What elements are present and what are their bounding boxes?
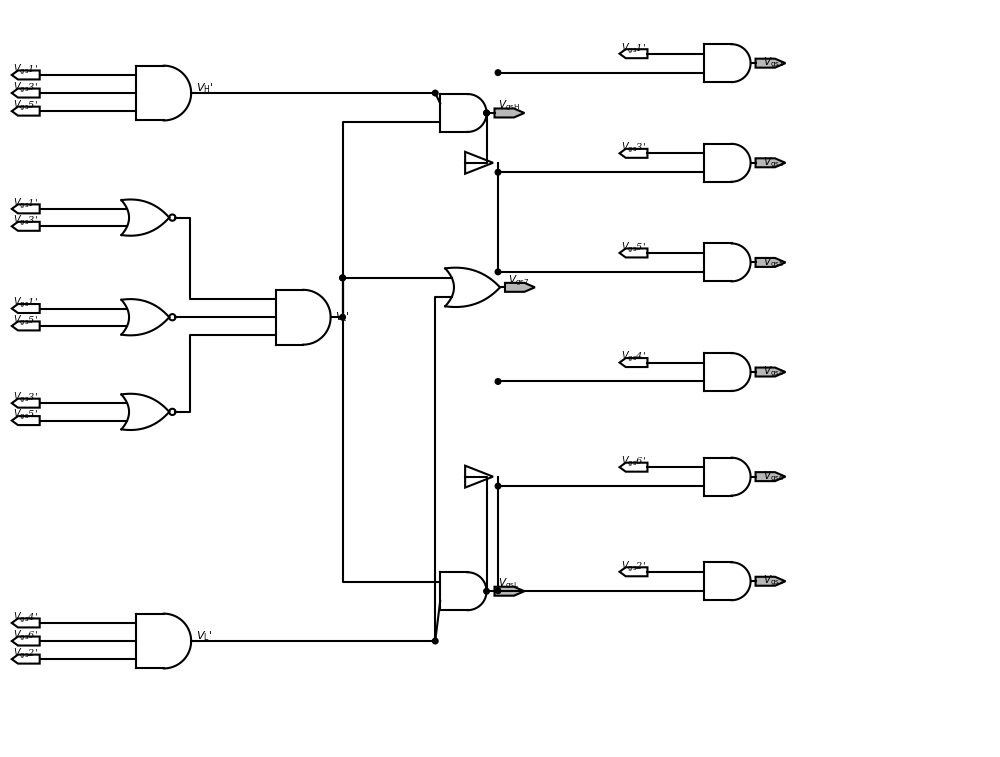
Polygon shape	[12, 107, 40, 116]
Circle shape	[340, 314, 345, 320]
Polygon shape	[620, 463, 647, 472]
Polygon shape	[12, 655, 40, 664]
Polygon shape	[136, 66, 191, 120]
Polygon shape	[704, 458, 751, 496]
Circle shape	[495, 170, 501, 175]
Text: $V_{\rm H}$': $V_{\rm H}$'	[196, 81, 214, 95]
Text: $V_{\rm gsH}$: $V_{\rm gsH}$	[498, 99, 520, 114]
Polygon shape	[12, 204, 40, 213]
Polygon shape	[620, 567, 647, 576]
Polygon shape	[12, 416, 40, 425]
Polygon shape	[440, 572, 487, 610]
Circle shape	[495, 588, 501, 593]
Circle shape	[340, 275, 345, 281]
Polygon shape	[12, 618, 40, 628]
Text: $V_{\rm gs}$4': $V_{\rm gs}$4'	[13, 610, 38, 625]
Text: $V_{\rm gs5}$: $V_{\rm gs5}$	[763, 255, 784, 269]
Polygon shape	[756, 158, 785, 167]
Text: $V_{\rm L}$': $V_{\rm L}$'	[196, 629, 212, 643]
Polygon shape	[704, 353, 751, 391]
Circle shape	[484, 111, 489, 116]
Circle shape	[340, 275, 345, 281]
Polygon shape	[505, 283, 535, 291]
Polygon shape	[704, 562, 751, 600]
Circle shape	[432, 638, 438, 643]
Polygon shape	[704, 244, 751, 282]
Text: $V_{\rm gs}$3': $V_{\rm gs}$3'	[13, 80, 38, 95]
Polygon shape	[12, 399, 40, 407]
Polygon shape	[704, 144, 751, 182]
Polygon shape	[121, 200, 169, 235]
Text: $V_{\rm gs}$5': $V_{\rm gs}$5'	[621, 241, 645, 255]
Text: $V_{\rm gs6}$: $V_{\rm gs6}$	[763, 469, 785, 484]
Text: $V_{\rm gs}$2': $V_{\rm gs}$2'	[621, 559, 645, 574]
Text: $V_{\rm gs}$3': $V_{\rm gs}$3'	[13, 391, 38, 405]
Polygon shape	[465, 152, 493, 174]
Text: $V_{\rm gs}$6': $V_{\rm gs}$6'	[621, 455, 645, 469]
Text: $V_{\rm gs}$4': $V_{\rm gs}$4'	[621, 350, 645, 364]
Polygon shape	[465, 466, 493, 488]
Text: $V_{\rm gs}$6': $V_{\rm gs}$6'	[13, 628, 38, 643]
Text: $V_{\rm gs}$1': $V_{\rm gs}$1'	[621, 41, 645, 55]
Text: $V_{\rm gs}$2': $V_{\rm gs}$2'	[13, 646, 38, 661]
Polygon shape	[12, 222, 40, 231]
Text: $V_{\rm gs}$5': $V_{\rm gs}$5'	[13, 98, 38, 113]
Polygon shape	[620, 248, 647, 257]
Polygon shape	[495, 108, 524, 117]
Text: $V_{\rm gs7}$: $V_{\rm gs7}$	[508, 273, 529, 288]
Polygon shape	[12, 70, 40, 79]
Polygon shape	[12, 322, 40, 330]
Polygon shape	[440, 94, 487, 132]
Text: $V_{\rm gs}$5': $V_{\rm gs}$5'	[13, 408, 38, 422]
Circle shape	[432, 90, 438, 96]
Text: $V_{\rm gs2}$: $V_{\rm gs2}$	[763, 574, 784, 588]
Circle shape	[484, 588, 489, 594]
Polygon shape	[756, 577, 785, 586]
Text: $V_{\rm t}$': $V_{\rm t}$'	[335, 310, 350, 324]
Polygon shape	[12, 637, 40, 646]
Circle shape	[495, 483, 501, 489]
Circle shape	[495, 269, 501, 275]
Text: $V_{\rm gs}$1': $V_{\rm gs}$1'	[13, 296, 38, 310]
Text: $V_{\rm gs4}$: $V_{\rm gs4}$	[763, 365, 785, 379]
Polygon shape	[276, 290, 331, 344]
Polygon shape	[136, 614, 191, 668]
Text: $V_{\rm gs}$1': $V_{\rm gs}$1'	[13, 196, 38, 210]
Text: $V_{\rm gs}$1': $V_{\rm gs}$1'	[13, 62, 38, 76]
Polygon shape	[756, 59, 785, 67]
Polygon shape	[12, 89, 40, 98]
Polygon shape	[756, 368, 785, 376]
Circle shape	[495, 70, 501, 76]
Polygon shape	[756, 472, 785, 481]
Text: $V_{\rm gs1}$: $V_{\rm gs1}$	[763, 56, 785, 70]
Circle shape	[484, 111, 489, 116]
Text: $V_{\rm gsL}$: $V_{\rm gsL}$	[498, 577, 519, 591]
Circle shape	[495, 378, 501, 385]
Polygon shape	[495, 587, 524, 596]
Polygon shape	[121, 299, 169, 335]
Polygon shape	[704, 44, 751, 82]
Polygon shape	[121, 394, 169, 430]
Polygon shape	[620, 358, 647, 367]
Text: $V_{\rm gs}$3': $V_{\rm gs}$3'	[621, 141, 645, 155]
Text: $V_{\rm gs3}$: $V_{\rm gs3}$	[763, 156, 785, 170]
Polygon shape	[620, 149, 647, 157]
Polygon shape	[620, 49, 647, 58]
Text: $V_{\rm gs}$5': $V_{\rm gs}$5'	[13, 313, 38, 328]
Text: $V_{\rm gs}$3': $V_{\rm gs}$3'	[13, 213, 38, 228]
Polygon shape	[12, 304, 40, 313]
Polygon shape	[756, 258, 785, 267]
Polygon shape	[445, 268, 500, 307]
